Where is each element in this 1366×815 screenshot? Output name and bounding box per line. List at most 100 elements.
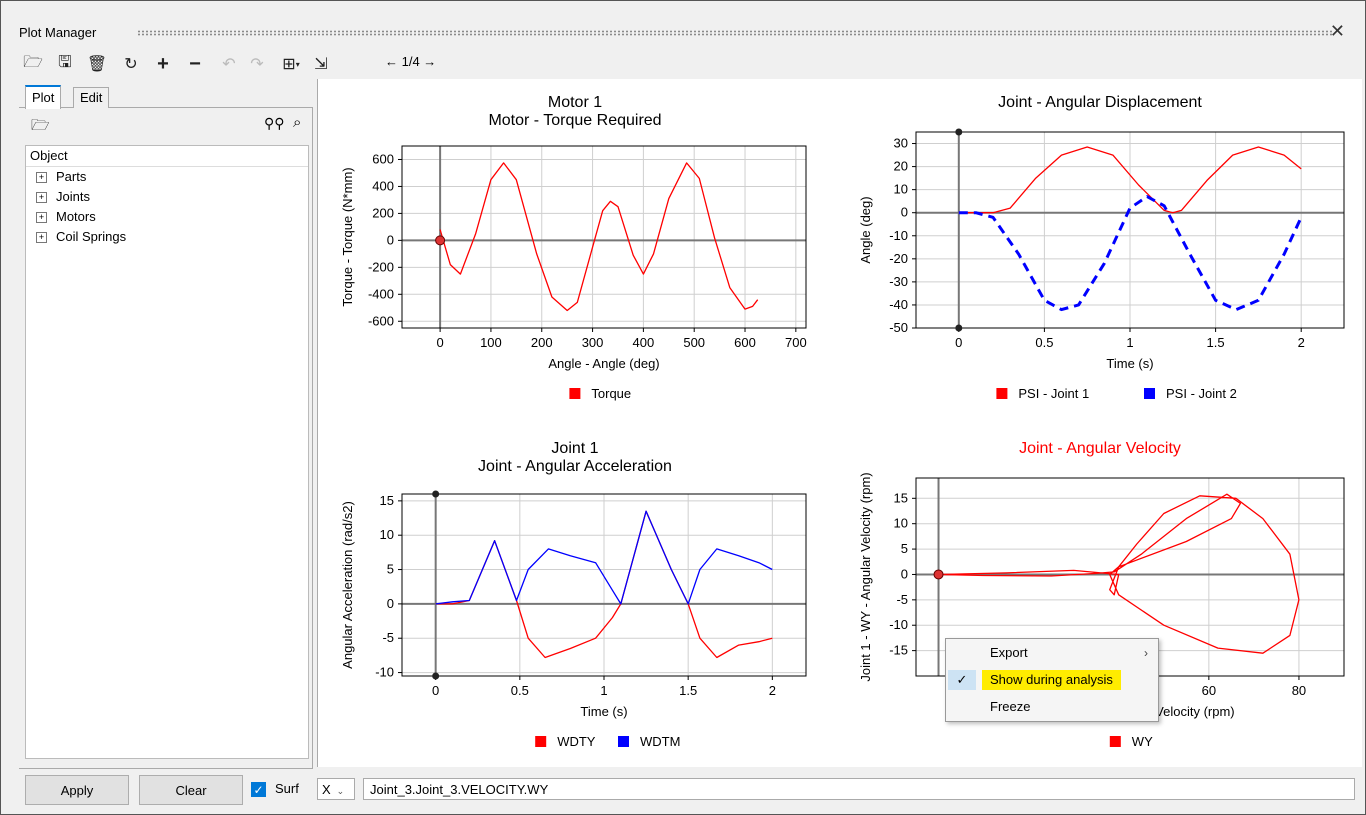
x-tick-label: 0.5 xyxy=(511,683,529,698)
binoculars-icon[interactable]: ⚲⚲ xyxy=(264,115,285,131)
x-tick-label: 60 xyxy=(1202,683,1216,698)
cursor-handle-bottom xyxy=(955,324,963,332)
tab-edit[interactable]: Edit xyxy=(73,87,110,108)
y-tick-label: 600 xyxy=(372,151,394,166)
y-tick-label: 20 xyxy=(894,159,908,174)
expand-icon[interactable]: + xyxy=(36,231,47,243)
axis-select[interactable]: X ⌄ xyxy=(317,778,355,800)
close-icon[interactable]: ✕ xyxy=(1329,21,1345,41)
export-chart-icon[interactable]: ⇲ xyxy=(314,56,328,73)
layout-grid-icon[interactable]: ⊞ ▾ xyxy=(282,56,300,73)
x-tick-label: 600 xyxy=(734,335,756,350)
y-axis-label: Angle (deg) xyxy=(858,196,873,263)
menu-item-show-during-analysis[interactable]: ✓ Show during analysis xyxy=(946,668,1158,692)
y-tick-label: -10 xyxy=(375,665,394,680)
open-folder-icon[interactable]: 🗁 xyxy=(23,53,43,71)
refresh-icon[interactable]: ↻ xyxy=(124,56,138,73)
menu-item-freeze[interactable]: Freeze xyxy=(946,695,1158,719)
checkmark-icon: ✓ xyxy=(948,670,976,690)
submenu-arrow-icon: › xyxy=(1144,646,1148,660)
chart-subtitle: Joint - Angular Acceleration xyxy=(478,458,672,475)
legend-swatch xyxy=(1144,388,1155,399)
y-tick-label: 15 xyxy=(380,493,394,508)
cursor-handle-bottom xyxy=(432,672,440,680)
cursor-marker xyxy=(933,569,944,580)
remove-icon[interactable]: − xyxy=(189,52,201,75)
chart-title: Joint - Angular Displacement xyxy=(998,94,1202,111)
page-indicator[interactable]: ← 1/4 → xyxy=(385,54,437,69)
redo-icon[interactable]: ↷ xyxy=(250,56,264,73)
x-tick-label: 400 xyxy=(633,335,655,350)
legend-label: WDTY xyxy=(557,734,596,749)
series-line-wdtm xyxy=(435,510,773,605)
x-tick-label: 0 xyxy=(432,683,439,698)
chart-title: Joint - Angular Velocity xyxy=(1019,440,1181,457)
y-tick-label: 10 xyxy=(894,516,908,531)
left-panel: Plot Edit 🗁 ⚲⚲ ⌕ Object + Parts + Joints +… xyxy=(19,79,313,769)
expand-icon[interactable]: + xyxy=(36,171,47,183)
legend-swatch xyxy=(569,388,581,399)
plot-area[interactable]: Motor 1 Motor - Torque Required 0 100 200 300… xyxy=(317,79,1362,767)
context-menu: Export › ✓ Show during analysis Freeze xyxy=(945,638,1159,722)
x-tick-label: 2 xyxy=(769,683,776,698)
chevron-down-icon: ⌄ xyxy=(336,786,345,796)
tree-item-joints[interactable]: + Joints xyxy=(26,187,308,207)
tree-item-label: Motors xyxy=(56,209,96,224)
legend-swatch xyxy=(535,736,547,747)
title-bar-grip[interactable] xyxy=(137,30,1333,36)
y-axis-label: Joint 1 - WY - Angular Velocity (rpm) xyxy=(858,472,873,681)
expand-icon[interactable]: + xyxy=(36,191,47,203)
y-tick-label: 0 xyxy=(901,205,908,220)
y-tick-label: -50 xyxy=(889,320,908,335)
clear-button[interactable]: Clear xyxy=(139,775,243,805)
y-tick-label: 5 xyxy=(387,562,394,577)
x-tick-label: 200 xyxy=(531,335,553,350)
y-tick-label: -600 xyxy=(368,313,394,328)
menu-item-label: Show during analysis xyxy=(982,670,1121,690)
search-icon[interactable]: ⌕ xyxy=(293,114,302,131)
tree-item-motors[interactable]: + Motors xyxy=(26,207,308,227)
tree-item-parts[interactable]: + Parts xyxy=(26,167,308,187)
y-tick-label: -5 xyxy=(896,592,908,607)
y-tick-label: 10 xyxy=(894,182,908,197)
tree-item-coil-springs[interactable]: + Coil Springs xyxy=(26,227,308,247)
delete-icon[interactable]: 🗑 xyxy=(86,56,108,73)
surf-checkbox[interactable]: ✓ xyxy=(251,782,266,797)
x-tick-label: 700 xyxy=(785,335,807,350)
legend-label: PSI - Joint 1 xyxy=(1018,386,1089,401)
chart-title: Motor 1 xyxy=(548,94,602,111)
y-tick-label: 30 xyxy=(894,136,908,151)
y-tick-label: -40 xyxy=(889,297,908,312)
menu-item-label: Export xyxy=(990,645,1028,660)
legend-swatch xyxy=(1109,736,1121,747)
y-tick-label: 15 xyxy=(894,490,908,505)
tree-header: Object xyxy=(26,146,308,167)
legend-label: WY xyxy=(1132,734,1153,749)
add-icon[interactable]: + xyxy=(157,52,169,75)
x-tick-label: 1 xyxy=(600,683,607,698)
menu-item-label: Freeze xyxy=(990,699,1031,714)
tab-plot[interactable]: Plot xyxy=(25,85,62,109)
undo-icon[interactable]: ↶ xyxy=(222,56,236,73)
tree-item-label: Parts xyxy=(56,169,87,184)
expand-icon[interactable]: + xyxy=(36,211,47,223)
x-tick-label: 500 xyxy=(683,335,705,350)
open-folder-icon[interactable]: 🗁 xyxy=(31,117,50,134)
y-tick-label: -20 xyxy=(889,251,908,266)
x-tick-label: 1 xyxy=(1126,335,1133,350)
tree-item-label: Joints xyxy=(56,189,90,204)
expression-field[interactable]: Joint_3.Joint_3.VELOCITY.WY xyxy=(363,778,1355,800)
apply-button[interactable]: Apply xyxy=(25,775,129,805)
legend-swatch xyxy=(996,388,1008,399)
object-tree[interactable]: Object + Parts + Joints + Motors + Coil Spri… xyxy=(25,145,309,759)
save-icon[interactable]: 🖫 xyxy=(58,53,72,71)
menu-item-export[interactable]: Export › xyxy=(946,641,1158,665)
panel-tools: 🗁 ⚲⚲ ⌕ xyxy=(31,114,311,137)
x-tick-label: 100 xyxy=(480,335,502,350)
y-axis-label: Torque - Torque (N*mm) xyxy=(340,167,355,306)
y-tick-label: -10 xyxy=(889,617,908,632)
